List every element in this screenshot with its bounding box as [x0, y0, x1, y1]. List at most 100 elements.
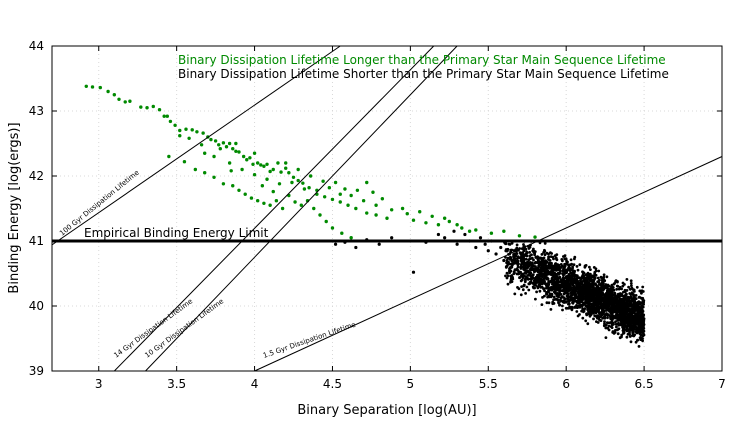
- data-point-longer: [90, 85, 95, 89]
- data-point-longer: [284, 166, 288, 170]
- cloud-point: [566, 292, 570, 296]
- cloud-point: [550, 294, 554, 298]
- cloud-point: [638, 318, 642, 322]
- data-point-shorter: [333, 242, 338, 246]
- cloud-point: [569, 288, 573, 291]
- y-axis-label: Binding Energy [log(ergs)]: [7, 122, 22, 293]
- cloud-point: [633, 326, 636, 329]
- cloud-point: [638, 289, 642, 293]
- data-point-longer: [385, 216, 389, 220]
- cloud-point: [596, 293, 600, 297]
- data-point-longer: [418, 210, 422, 214]
- cloud-point: [538, 289, 542, 293]
- cloud-point: [596, 276, 600, 280]
- cloud-point: [618, 292, 622, 295]
- cloud-point: [596, 302, 600, 306]
- cloud-point: [642, 332, 645, 336]
- cloud-point: [530, 253, 533, 257]
- cloud-point: [620, 309, 624, 313]
- data-point-longer: [400, 206, 405, 211]
- cloud-point: [613, 282, 616, 285]
- data-point-longer: [296, 167, 300, 172]
- data-point-longer: [307, 186, 311, 190]
- y-tick-label: 42: [29, 169, 44, 183]
- data-point-longer: [249, 196, 254, 200]
- cloud-point: [624, 316, 628, 320]
- cloud-point: [601, 292, 605, 296]
- cloud-point: [589, 268, 592, 271]
- data-point-longer: [365, 211, 369, 215]
- cloud-point: [555, 286, 559, 290]
- cloud-point: [633, 319, 637, 323]
- cloud-point: [596, 280, 600, 284]
- data-point-longer: [338, 192, 342, 196]
- cloud-point: [602, 278, 606, 282]
- cloud-point: [625, 292, 628, 296]
- cloud-point: [547, 281, 550, 285]
- data-point-longer: [178, 128, 182, 133]
- data-point-longer: [237, 188, 241, 192]
- cloud-point: [596, 321, 600, 324]
- cloud-point: [559, 299, 562, 303]
- x-tick-label: 5.5: [479, 377, 498, 391]
- cloud-point: [586, 275, 590, 278]
- data-point-longer: [455, 223, 459, 227]
- data-point-longer: [321, 179, 325, 183]
- cloud-point: [632, 294, 636, 297]
- cloud-point: [563, 262, 566, 266]
- cloud-point: [540, 270, 544, 273]
- cloud-point: [575, 310, 579, 313]
- cloud-point: [522, 266, 526, 269]
- cloud-point: [593, 314, 597, 318]
- cloud-point: [578, 305, 582, 309]
- cloud-point: [565, 276, 569, 280]
- cloud-point: [516, 259, 520, 263]
- cloud-point: [599, 289, 603, 293]
- cloud-point: [565, 259, 568, 263]
- data-point-longer: [227, 141, 232, 146]
- cloud-point: [547, 266, 550, 269]
- cloud-point: [620, 301, 624, 305]
- data-point-longer: [112, 93, 117, 97]
- data-point-longer: [241, 154, 246, 159]
- y-tick-label: 39: [29, 364, 44, 378]
- cloud-point: [597, 288, 601, 291]
- cloud-point: [514, 259, 518, 263]
- data-point-longer: [302, 187, 307, 191]
- cloud-point: [607, 292, 611, 296]
- cloud-point: [623, 283, 626, 286]
- cloud-point: [552, 290, 556, 294]
- data-point-longer: [202, 151, 207, 155]
- data-point-longer: [265, 162, 269, 166]
- data-point-longer: [212, 175, 216, 179]
- cloud-point: [601, 312, 605, 316]
- data-point-longer: [123, 100, 127, 104]
- data-point-longer: [280, 206, 285, 211]
- data-point-longer: [460, 226, 464, 230]
- dissipation-lines: [51, 45, 723, 372]
- cloud-point: [631, 314, 635, 318]
- cloud-point: [622, 327, 625, 331]
- cloud-point: [632, 306, 636, 309]
- cloud-point: [573, 306, 577, 309]
- data-point-longer: [255, 199, 260, 203]
- cloud-point: [621, 324, 625, 327]
- cloud-point: [615, 325, 618, 329]
- cloud-point: [549, 255, 553, 258]
- cloud-point: [617, 321, 620, 325]
- data-point-longer: [190, 128, 194, 132]
- cloud-point: [616, 332, 620, 336]
- cloud-point: [637, 345, 641, 348]
- data-point-longer: [276, 161, 280, 165]
- cloud-point: [641, 314, 645, 318]
- cloud-point: [573, 279, 577, 283]
- cloud-point: [618, 299, 622, 302]
- cloud-point: [564, 257, 568, 260]
- cloud-point: [552, 257, 555, 261]
- cloud-point: [536, 275, 540, 278]
- cloud-point: [562, 266, 566, 270]
- cloud-point: [618, 313, 622, 317]
- cloud-point: [522, 283, 526, 287]
- data-point-shorter: [483, 242, 487, 246]
